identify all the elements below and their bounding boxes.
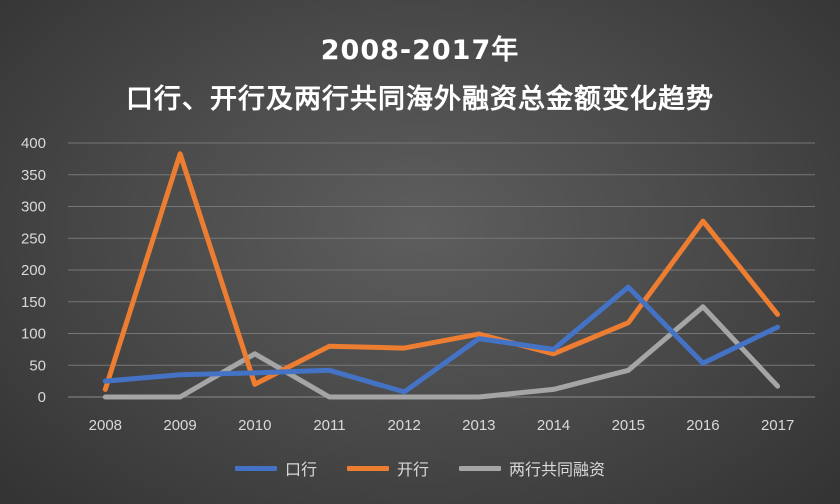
y-tick-label: 250 — [21, 230, 46, 247]
legend-label-kouhang: 口行 — [284, 460, 317, 479]
x-tick-label: 2008 — [89, 417, 122, 434]
legend: 口行 开行 两行共同融资 — [0, 456, 840, 480]
x-tick-label: 2010 — [238, 417, 271, 434]
y-tick-label: 100 — [21, 326, 46, 343]
y-tick-label: 350 — [21, 167, 46, 184]
series-lines — [102, 151, 781, 400]
x-tick-label: 2011 — [313, 417, 345, 434]
x-tick-label: 2015 — [612, 417, 645, 434]
y-tick-label: 200 — [21, 262, 46, 279]
gridlines — [68, 142, 815, 398]
chart-title-line2: 口行、开行及两行共同海外融资总金额变化趋势 — [126, 84, 714, 115]
legend-item-kaihang: 开行 — [346, 456, 429, 480]
series-line-2 — [102, 304, 781, 400]
chart-title-line1: 2008-2017年 — [320, 35, 520, 66]
legend-swatch-joint — [459, 465, 501, 471]
x-tick-label: 2016 — [686, 417, 719, 434]
legend-label-joint: 两行共同融资 — [509, 460, 606, 479]
x-tick-label: 2009 — [163, 417, 196, 434]
x-tick-label: 2017 — [761, 417, 794, 434]
y-tick-label: 0 — [38, 389, 46, 406]
legend-label-kaihang: 开行 — [396, 460, 429, 479]
legend-swatch-kouhang — [234, 465, 277, 471]
y-axis-ticks: 0 50 100 150 200 250 300 350 400 — [21, 135, 46, 406]
x-axis-ticks: 2008 2009 2010 2011 2012 2013 2014 2015 2016 2017 — [89, 417, 795, 434]
legend-item-kouhang: 口行 — [234, 456, 317, 480]
x-tick-label: 2012 — [387, 417, 420, 434]
y-tick-label: 50 — [29, 357, 46, 374]
series-line-1 — [102, 151, 781, 392]
x-tick-label: 2014 — [537, 417, 570, 434]
legend-swatch-kaihang — [346, 465, 389, 471]
y-tick-label: 400 — [21, 135, 46, 152]
y-tick-label: 300 — [21, 199, 46, 216]
y-tick-label: 150 — [21, 294, 46, 311]
series-line-0 — [102, 284, 781, 395]
legend-item-joint: 两行共同融资 — [459, 456, 605, 480]
x-tick-label: 2013 — [462, 417, 495, 434]
